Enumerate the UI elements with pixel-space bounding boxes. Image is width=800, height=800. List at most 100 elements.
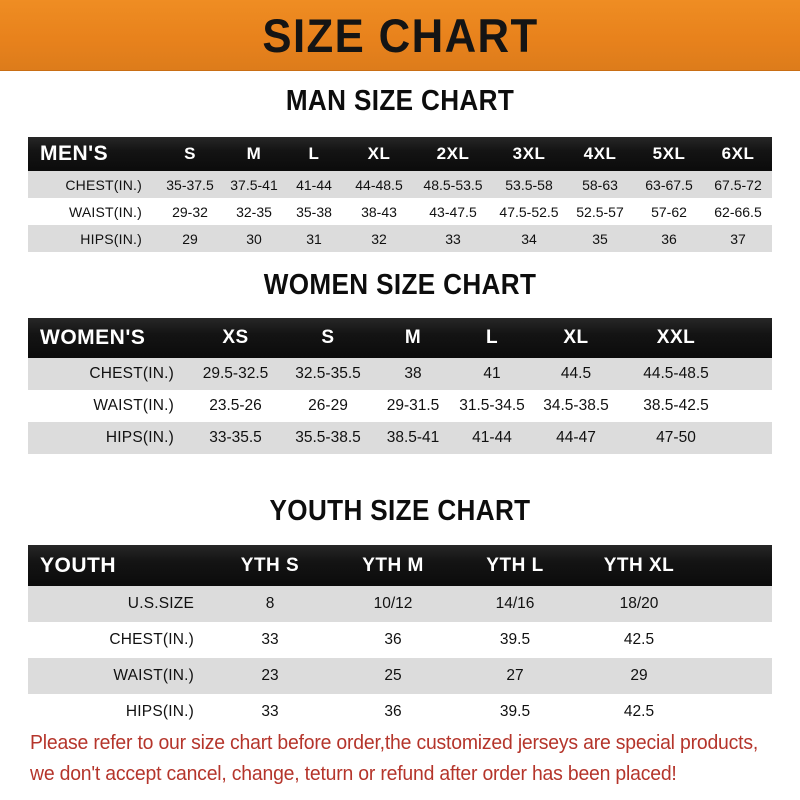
men-hips-4: 33 <box>445 230 461 247</box>
women-waist-5: 38.5-42.5 <box>643 397 709 414</box>
youth-row-label-hips: HIPS(IN.) <box>125 703 194 720</box>
youth-row-label-waist: WAIST(IN.) <box>113 667 194 684</box>
women-chest-0: 29.5-32.5 <box>202 365 269 382</box>
women-col-header-1: S <box>283 318 373 358</box>
women-hips-5: 47-50 <box>656 429 696 446</box>
youth-size-table: YOUTH YTH S YTH M YTH L YTH XL U.S.SIZE … <box>28 545 772 730</box>
table-row: CHEST(IN.) 33 36 39.5 42.5 <box>28 622 772 658</box>
women-row-label-hips: HIPS(IN.) <box>105 429 174 446</box>
women-section-title: WOMEN SIZE CHART <box>263 269 537 301</box>
men-col-header-7: 5XL <box>634 137 704 171</box>
youth-table-header-row: YOUTH YTH S YTH M YTH L YTH XL <box>28 545 772 586</box>
youth-chest-0: 33 <box>261 631 279 648</box>
men-chest-7: 63-67.5 <box>645 176 693 193</box>
women-row-label-chest: CHEST(IN.) <box>89 365 174 382</box>
order-notice: Please refer to our size chart before or… <box>30 728 759 790</box>
men-row-label-hips: HIPS(IN.) <box>80 230 142 247</box>
youth-chest-1: 36 <box>384 631 402 648</box>
youth-waist-0: 23 <box>261 667 279 684</box>
youth-waist-1: 25 <box>384 667 402 684</box>
youth-hips-0: 33 <box>261 703 279 720</box>
men-chest-3: 44-48.5 <box>355 176 403 193</box>
men-table-header-row: MEN'S S M L XL 2XL 3XL 4XL 5XL 6XL <box>28 137 772 171</box>
youth-col-header-2: YTH L <box>454 545 576 586</box>
men-hips-8: 37 <box>730 230 746 247</box>
order-notice-line-1: Please refer to our size chart before or… <box>30 732 759 754</box>
women-chest-1: 32.5-35.5 <box>295 365 361 382</box>
page-banner: SIZE CHART <box>0 0 800 71</box>
women-col-header-3: L <box>453 318 531 358</box>
women-waist-1: 26-29 <box>308 397 348 414</box>
women-waist-spacer <box>731 390 772 422</box>
youth-ussize-1: 10/12 <box>373 595 413 612</box>
table-row: WAIST(IN.) 29-32 32-35 35-38 38-43 43-47… <box>28 198 772 225</box>
women-chest-5: 44.5-48.5 <box>643 365 709 382</box>
women-hips-2: 38.5-41 <box>386 429 440 446</box>
men-col-header-2: L <box>284 137 344 171</box>
women-row-label-waist: WAIST(IN.) <box>93 397 174 414</box>
women-col-header-4: XL <box>531 318 621 358</box>
women-table-header-row: WOMEN'S XS S M L XL XXL <box>28 318 772 358</box>
youth-ussize-2: 14/16 <box>495 595 535 612</box>
women-hips-3: 41-44 <box>472 429 512 446</box>
men-hips-6: 35 <box>592 230 608 247</box>
men-waist-6: 52.5-57 <box>576 203 624 220</box>
men-chest-2: 41-44 <box>296 176 332 193</box>
youth-header-label: YOUTH <box>28 545 208 586</box>
men-waist-0: 29-32 <box>172 203 208 220</box>
women-waist-4: 34.5-38.5 <box>543 397 609 414</box>
men-waist-7: 57-62 <box>651 203 687 220</box>
women-header-label: WOMEN'S <box>28 318 188 358</box>
men-hips-7: 36 <box>661 230 677 247</box>
men-waist-5: 47.5-52.5 <box>499 203 559 220</box>
youth-hips-2: 39.5 <box>499 703 531 720</box>
youth-waist-2: 27 <box>506 667 524 684</box>
youth-chest-spacer <box>702 622 772 658</box>
youth-col-header-3: YTH XL <box>576 545 702 586</box>
men-chest-6: 58-63 <box>582 176 618 193</box>
men-col-header-0: S <box>156 137 224 171</box>
men-waist-8: 62-66.5 <box>714 203 762 220</box>
men-waist-1: 32-35 <box>236 203 272 220</box>
men-col-header-8: 6XL <box>704 137 772 171</box>
men-col-header-4: 2XL <box>414 137 492 171</box>
men-waist-3: 38-43 <box>361 203 397 220</box>
youth-waist-3: 29 <box>630 667 648 684</box>
men-waist-2: 35-38 <box>296 203 332 220</box>
women-chest-2: 38 <box>404 365 422 382</box>
men-chest-1: 37.5-41 <box>230 176 278 193</box>
men-chest-4: 48.5-53.5 <box>423 176 483 193</box>
table-row: U.S.SIZE 8 10/12 14/16 18/20 <box>28 586 772 622</box>
youth-hips-3: 42.5 <box>623 703 655 720</box>
youth-ussize-3: 18/20 <box>619 595 659 612</box>
men-row-label-waist: WAIST(IN.) <box>68 203 142 220</box>
youth-hips-1: 36 <box>384 703 402 720</box>
table-row: HIPS(IN.) 33 36 39.5 42.5 <box>28 694 772 730</box>
order-notice-line-2: we don't accept cancel, change, teturn o… <box>30 763 677 785</box>
youth-hips-spacer <box>702 694 772 730</box>
men-hips-2: 31 <box>306 230 322 247</box>
youth-row-label-chest: CHEST(IN.) <box>109 631 194 648</box>
youth-waist-spacer <box>702 658 772 694</box>
men-col-header-5: 3XL <box>492 137 566 171</box>
women-col-header-5: XXL <box>621 318 731 358</box>
women-col-header-spacer <box>731 318 772 358</box>
women-col-header-2: M <box>373 318 453 358</box>
youth-col-header-0: YTH S <box>208 545 332 586</box>
men-hips-3: 32 <box>371 230 387 247</box>
youth-col-header-spacer <box>702 545 772 586</box>
women-waist-2: 29-31.5 <box>386 397 440 414</box>
youth-section-title: YOUTH SIZE CHART <box>269 495 531 527</box>
men-hips-0: 29 <box>182 230 198 247</box>
men-header-label: MEN'S <box>28 137 156 171</box>
women-chest-spacer <box>731 358 772 390</box>
table-row: HIPS(IN.) 29 30 31 32 33 34 35 36 37 <box>28 225 772 252</box>
youth-ussize-spacer <box>702 586 772 622</box>
men-col-header-1: M <box>224 137 284 171</box>
table-row: WAIST(IN.) 23.5-26 26-29 29-31.5 31.5-34… <box>28 390 772 422</box>
women-hips-spacer <box>731 422 772 454</box>
women-waist-0: 23.5-26 <box>209 397 262 414</box>
youth-ussize-0: 8 <box>265 595 275 612</box>
man-section-title: MAN SIZE CHART <box>285 85 515 117</box>
